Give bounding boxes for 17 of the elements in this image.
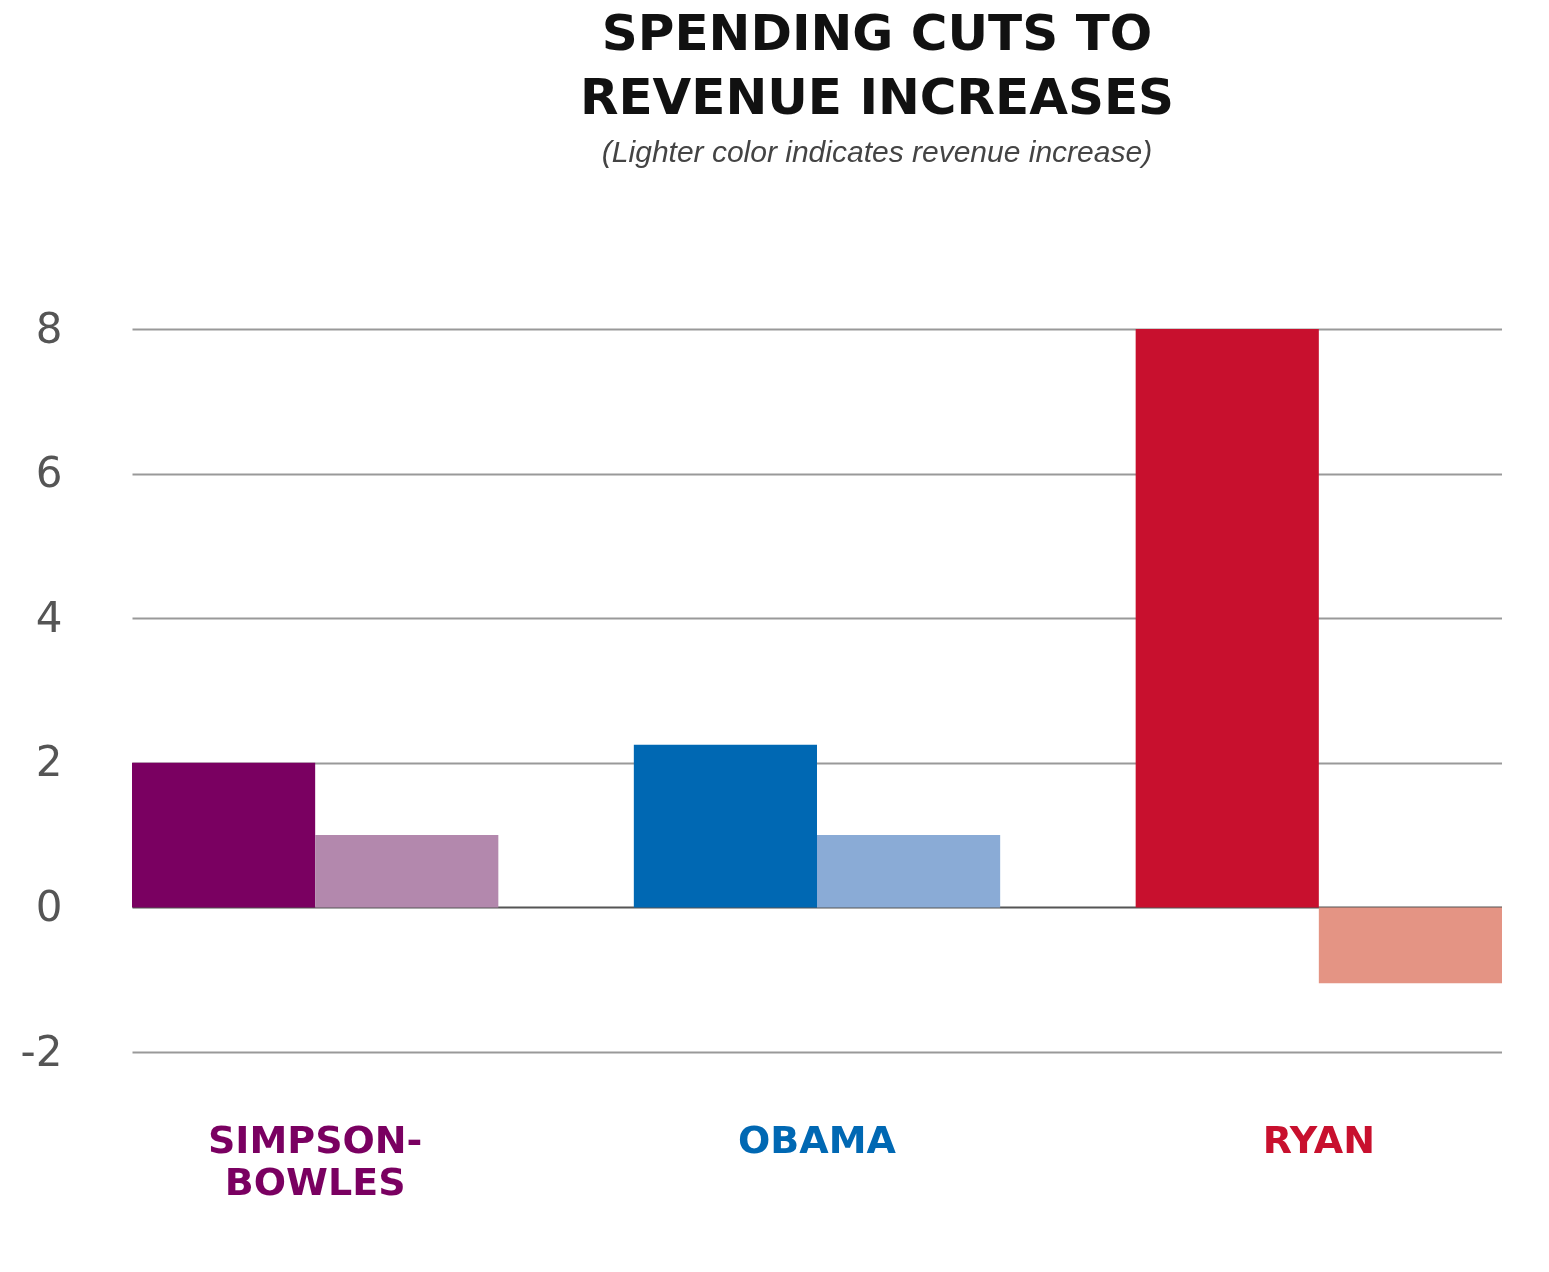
y-tick-label: -2 bbox=[20, 1026, 63, 1076]
x-tick-label: SIMPSON-BOWLES bbox=[207, 1117, 423, 1204]
bar bbox=[1135, 329, 1319, 908]
bar bbox=[633, 744, 817, 908]
bar bbox=[132, 762, 316, 908]
chart-title: SPENDING CUTS TO REVENUE INCREASES bbox=[579, 4, 1175, 126]
x-tick-label: RYAN bbox=[1262, 1117, 1375, 1162]
y-tick-label: 6 bbox=[35, 448, 63, 498]
x-tick-label: OBAMA bbox=[738, 1117, 897, 1162]
y-tick-label: 2 bbox=[35, 737, 63, 787]
bar bbox=[817, 835, 1001, 908]
bar bbox=[1318, 907, 1502, 984]
bar bbox=[315, 835, 499, 908]
y-tick-label: 0 bbox=[35, 881, 63, 931]
chart-subtitle: (Lighter color indicates revenue increase) bbox=[601, 135, 1153, 168]
y-tick-label: 8 bbox=[35, 303, 63, 353]
y-tick-label: 4 bbox=[35, 592, 63, 642]
